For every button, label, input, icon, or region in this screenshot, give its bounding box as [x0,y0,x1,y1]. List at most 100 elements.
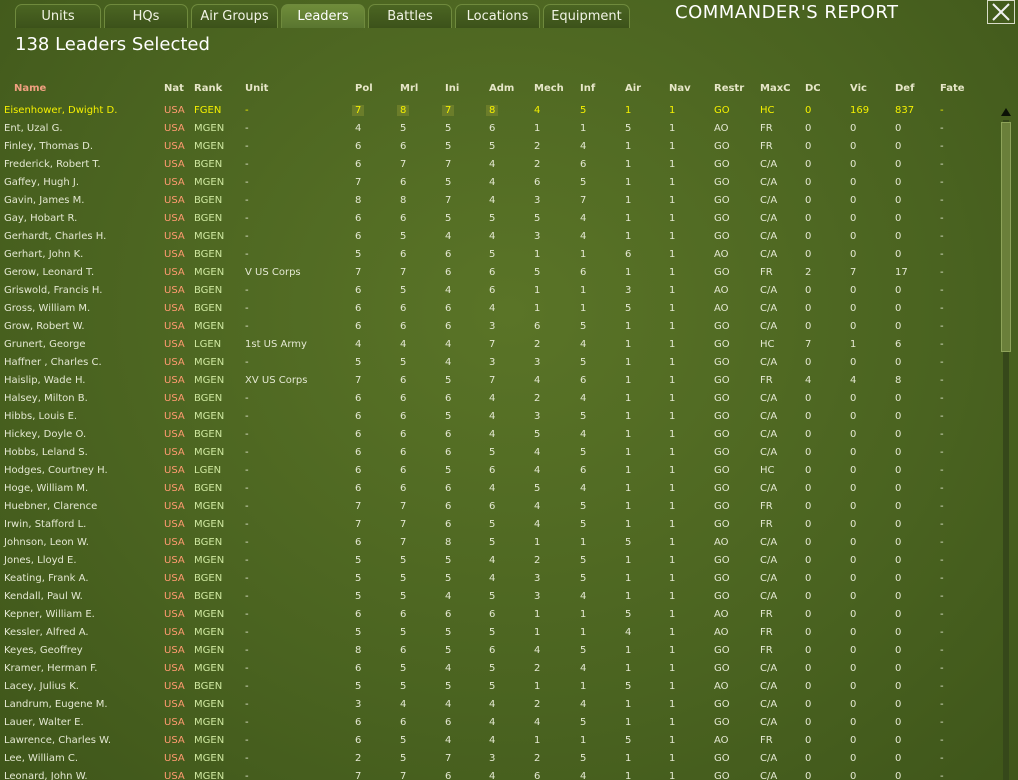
cell-air: 1 [625,519,632,530]
scroll-thumb[interactable] [1001,122,1011,352]
table-row[interactable]: Gavin, James M. USA BGEN -8 8 7 4 3 7 1 1 GO C/A 0 0 0- [0,193,1000,211]
cell-maxc: C/A [760,537,778,548]
table-row[interactable]: Haffner , Charles C. USA MGEN - 5 5 4 3 3 5 1 1 GO C/… [0,355,1000,373]
cell-restr: GO [714,357,730,368]
column-header-inf[interactable]: Inf [580,83,596,94]
table-row[interactable]: Ent, Uzal G. USA MGEN - 4 5 5 6 1 1 5 1 AO FR 0 0 0 - [0,121,1000,139]
table-row[interactable]: Kendall, Paul W. USA BGEN - 5 5 4 5 3 4 1 1 GO C/A 0 0 0… [0,589,1000,607]
cell-mrl: 5 [400,591,407,602]
tab-hqs[interactable]: HQs [104,4,188,28]
column-header-unit[interactable]: Unit [245,83,269,94]
close-button[interactable] [987,0,1015,24]
table-row[interactable]: Kramer, Herman F. USA MGEN - 6 5 4 5 2 4 1 1 GO C/A 0 0… [0,661,1000,679]
table-row[interactable]: Eisenhower, Dwight D. USA FGEN - 7 8 7 8 4 5 1 1 GO H… [0,103,1000,121]
table-row[interactable]: Lauer, Walter E. USA MGEN - 6 6 6 4 4 5 1 1 GO C/A 0 0 0… [0,715,1000,733]
table-row[interactable]: Gerow, Leonard T. USA MGEN V US Corps 7 7 6 6 5 6… [0,265,1000,283]
column-header-rank[interactable]: Rank [194,83,223,94]
cell-inf: 1 [580,249,587,260]
cell-mech: 1 [534,609,541,620]
table-row[interactable]: Irwin, Stafford L. USA MGEN - 7 7 6 5 4 5 1 1 GO FR 0 0… [0,517,1000,535]
table-row[interactable]: Huebner, Clarence USA MGEN - 7 7 6 6 4 5 1 1 GO FR 0 0 0… [0,499,1000,517]
column-header-adm[interactable]: Adm [489,83,515,94]
cell-ini: 5 [445,627,452,638]
table-row[interactable]: Lawrence, Charles W. USA MGEN - 6 5 4 4 1 1 5 1 AO FR… [0,733,1000,751]
column-header-vic[interactable]: Vic [850,83,867,94]
table-row[interactable]: Halsey, Milton B. USA BGEN - 6 6 6 4 2 4 1 1 GO C/A 0 0… [0,391,1000,409]
table-row[interactable]: Gerhart, John K. USA BGEN -5 6 6 5 1 1 6 1 AO C/A 0 0 0… [0,247,1000,265]
tab-air-groups[interactable]: Air Groups [191,4,278,28]
cell-inf: 1 [580,609,587,620]
cell-mrl: 4 [400,339,407,350]
column-header-mech[interactable]: Mech [534,83,564,94]
table-row[interactable]: Gross, William M. USA BGEN - 6 6 6 4 1 1 5 1 AO C/A 0 0… [0,301,1000,319]
table-row[interactable]: Griswold, Francis H. USA BGEN - 6 5 4 6 1 1 3 1 AO C/… [0,283,1000,301]
table-row[interactable]: Leonard, John W. USA MGEN - 7 7 6 4 6 4 1 1 GO C/A 0 0 0… [0,769,1000,780]
table-row[interactable]: Gay, Hobart R. USA BGEN - 6 6 5 5 5 4 1 1 GO C/A 0 0 0 - [0,211,1000,229]
table-row[interactable]: Haislip, Wade H. USA MGEN XV US Corps 7 6 5 7 4 6… [0,373,1000,391]
cell-pol: 6 [355,159,362,170]
table-row[interactable]: Johnson, Leon W. USA BGEN - 6 7 8 5 1 1 5 1 AO C/A 0 0 0… [0,535,1000,553]
column-header-ini[interactable]: Ini [445,83,460,94]
cell-nat: USA [164,267,185,278]
table-row[interactable]: Gaffey, Hugh J. USA MGEN - 7 6 5 4 6 5 1 1 GO C/A 0 0 0 - [0,175,1000,193]
column-header-nav[interactable]: Nav [669,83,691,94]
cell-air: 5 [625,303,632,314]
cell-nav: 1 [669,501,676,512]
table-row[interactable]: Hobbs, Leland S. USA MGEN - 6 6 6 5 4 5 1 1 GO C/A 0 0 0… [0,445,1000,463]
column-header-restr[interactable]: Restr [714,83,745,94]
column-header-fate[interactable]: Fate [940,83,965,94]
vertical-scrollbar[interactable] [1000,106,1012,780]
table-row[interactable]: Lacey, Julius K. USA BGEN - 5 5 5 5 1 1 5 1 AO C/A 0 0 0… [0,679,1000,697]
cell-inf: 1 [580,303,587,314]
cell-nat: USA [164,573,185,584]
table-row[interactable]: Grow, Robert W. USA MGEN - 6 6 6 3 6 5 1 1 GO C/A 0 0 0 - [0,319,1000,337]
table-row[interactable]: Hickey, Doyle O. USA BGEN - 6 6 6 4 5 4 1 1 GO C/A 0 0 0… [0,427,1000,445]
cell-dc: 0 [805,465,812,476]
cell-restr: AO [714,285,729,296]
column-header-maxc[interactable]: MaxC [760,83,791,94]
cell-air: 5 [625,735,632,746]
table-row[interactable]: Kepner, William E. USA MGEN - 6 6 6 6 1 1 5 1 AO FR 0 0… [0,607,1000,625]
cell-nav: 1 [669,573,676,584]
table-row[interactable]: Keating, Frank A. USA BGEN - 5 5 5 4 3 5 1 1 GO C/A 0 0… [0,571,1000,589]
table-row[interactable]: Hoge, William M. USA BGEN - 6 6 6 4 5 4 1 1 GO C/A 0 0 0… [0,481,1000,499]
cell-nat: USA [164,753,185,764]
scroll-up-arrow-icon[interactable] [1000,106,1012,118]
column-header-dc[interactable]: DC [805,83,821,94]
table-row[interactable]: Hibbs, Louis E. USA MGEN - 6 6 5 4 3 5 1 1 GO C/A 0 0 0 - [0,409,1000,427]
tab-equipment[interactable]: Equipment [543,4,630,28]
table-row[interactable]: Frederick, Robert T. USA BGEN - 6 7 7 4 2 6 1 1 GO C/… [0,157,1000,175]
tab-locations[interactable]: Locations [455,4,540,28]
table-row[interactable]: Jones, Lloyd E. USA MGEN - 5 5 5 4 2 5 1 1 GO C/A 0 0 0 - [0,553,1000,571]
column-header-pol[interactable]: Pol [355,83,373,94]
cell-vic: 0 [850,537,857,548]
cell-rank: BGEN [194,429,223,440]
cell-adm: 4 [489,411,496,422]
table-row[interactable]: Lee, William C. USA MGEN - 2 5 7 3 2 5 1 1 GO C/A 0 0 0 - [0,751,1000,769]
column-header-mrl[interactable]: Mrl [400,83,419,94]
cell-dc: 0 [805,249,812,260]
table-row[interactable]: Gerhardt, Charles H. USA MGEN - 6 5 4 4 3 4 1 1 GO C/… [0,229,1000,247]
table-row[interactable]: Grunert, George USA LGEN 1st US Army 4 4 4 7 2 4 1… [0,337,1000,355]
cell-name: Hoge, William M. [4,483,89,494]
column-header-def[interactable]: Def [895,83,915,94]
table-row[interactable]: Finley, Thomas D. USA MGEN - 6 6 5 5 2 4 1 1 GO FR 0 0 0… [0,139,1000,157]
cell-nat: USA [164,501,185,512]
column-header-nat[interactable]: Nat [164,83,184,94]
tab-units[interactable]: Units [15,4,101,28]
tab-leaders[interactable]: Leaders [281,4,365,28]
cell-inf: 6 [580,159,587,170]
column-header-air[interactable]: Air [625,83,642,94]
tab-battles[interactable]: Battles [368,4,452,28]
cell-maxc: FR [760,141,773,152]
table-row[interactable]: Landrum, Eugene M. USA MGEN - 3 4 4 4 2 4 1 1 GO C/A 0… [0,697,1000,715]
cell-mech: 3 [534,573,541,584]
cell-nav: 1 [669,303,676,314]
cell-def: 0 [895,285,902,296]
cell-vic: 0 [850,591,857,602]
scroll-track[interactable] [1003,120,1009,780]
table-row[interactable]: Hodges, Courtney H. USA LGEN - 6 6 5 6 4 6 1 1 GO HC 0… [0,463,1000,481]
column-header-name[interactable]: Name [14,83,47,94]
table-row[interactable]: Kessler, Alfred A. USA MGEN - 5 5 5 5 1 1 4 1 AO FR 0 0… [0,625,1000,643]
table-row[interactable]: Keyes, Geoffrey USA MGEN - 8 6 5 6 4 5 1 1 GO FR 0 0 0 - [0,643,1000,661]
